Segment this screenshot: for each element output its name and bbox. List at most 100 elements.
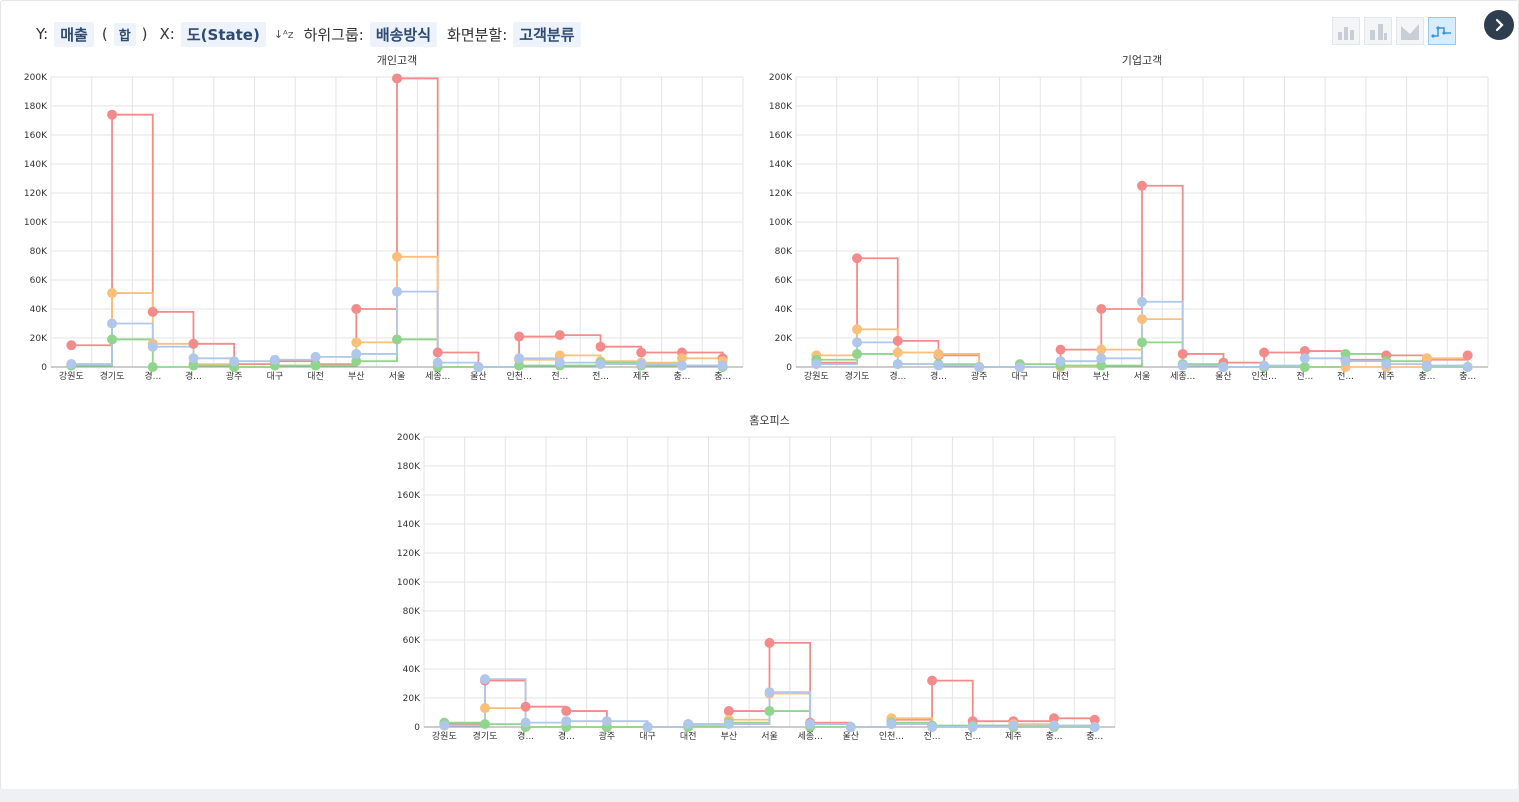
data-point[interactable]: [723, 706, 734, 717]
data-point[interactable]: [1096, 360, 1107, 371]
data-point[interactable]: [1049, 713, 1060, 724]
data-point[interactable]: [432, 357, 443, 368]
data-point[interactable]: [1089, 722, 1100, 732]
step-line-icon[interactable]: [1428, 17, 1456, 45]
data-point[interactable]: [852, 348, 863, 359]
data-point[interactable]: [1259, 347, 1270, 358]
data-point[interactable]: [479, 703, 490, 714]
data-point[interactable]: [107, 318, 118, 329]
data-point[interactable]: [636, 359, 647, 370]
stacked-bar-icon[interactable]: [1364, 17, 1392, 45]
data-point[interactable]: [147, 306, 158, 317]
data-point[interactable]: [479, 674, 490, 685]
data-point[interactable]: [764, 706, 775, 717]
data-point[interactable]: [683, 719, 694, 730]
data-point[interactable]: [1299, 346, 1310, 357]
data-point[interactable]: [520, 701, 531, 712]
data-point[interactable]: [392, 251, 402, 262]
data-point[interactable]: [351, 356, 362, 367]
data-point[interactable]: [676, 360, 687, 371]
data-point[interactable]: [310, 360, 321, 371]
data-point[interactable]: [595, 341, 606, 352]
data-point[interactable]: [514, 331, 525, 342]
data-point[interactable]: [473, 362, 484, 372]
data-point[interactable]: [147, 362, 158, 372]
data-point[interactable]: [723, 719, 734, 730]
data-point[interactable]: [852, 324, 863, 335]
data-point[interactable]: [927, 722, 938, 732]
data-point[interactable]: [1055, 356, 1066, 367]
area-chart-icon[interactable]: [1396, 17, 1424, 45]
data-point[interactable]: [107, 288, 118, 299]
data-point[interactable]: [351, 337, 362, 348]
data-point[interactable]: [1462, 350, 1473, 361]
data-point[interactable]: [392, 73, 402, 84]
data-point[interactable]: [1259, 360, 1270, 371]
data-point[interactable]: [1421, 360, 1432, 371]
data-point[interactable]: [188, 338, 199, 349]
data-point[interactable]: [1055, 344, 1066, 355]
data-point[interactable]: [1137, 314, 1147, 325]
data-point[interactable]: [1177, 348, 1188, 359]
data-point[interactable]: [676, 353, 687, 364]
data-point[interactable]: [107, 109, 118, 120]
data-point[interactable]: [601, 716, 612, 727]
data-point[interactable]: [642, 722, 653, 732]
data-point[interactable]: [561, 706, 572, 717]
data-point[interactable]: [717, 360, 728, 371]
data-point[interactable]: [66, 340, 77, 351]
data-point[interactable]: [764, 637, 775, 648]
data-point[interactable]: [1299, 353, 1310, 364]
data-point[interactable]: [892, 347, 903, 358]
data-point[interactable]: [1137, 337, 1147, 348]
data-point[interactable]: [351, 348, 362, 359]
data-point[interactable]: [520, 717, 531, 728]
data-point[interactable]: [974, 362, 985, 372]
data-point[interactable]: [229, 356, 240, 367]
data-point[interactable]: [1462, 362, 1473, 372]
data-point[interactable]: [107, 334, 118, 345]
split-selector[interactable]: 고객분류: [513, 21, 581, 47]
data-point[interactable]: [147, 341, 158, 352]
data-point[interactable]: [1008, 720, 1019, 731]
data-point[interactable]: [1381, 359, 1392, 370]
data-point[interactable]: [1096, 344, 1107, 355]
data-point[interactable]: [432, 347, 443, 358]
data-point[interactable]: [392, 334, 402, 345]
data-point[interactable]: [892, 359, 903, 370]
data-point[interactable]: [1137, 180, 1147, 191]
data-point[interactable]: [554, 357, 565, 368]
data-point[interactable]: [1177, 360, 1188, 371]
data-point[interactable]: [188, 360, 199, 371]
data-point[interactable]: [1014, 362, 1025, 372]
data-point[interactable]: [764, 687, 775, 698]
data-point[interactable]: [1096, 304, 1107, 314]
data-point[interactable]: [852, 253, 863, 264]
x-dimension-selector[interactable]: 도(State): [180, 21, 266, 47]
data-point[interactable]: [1421, 353, 1432, 364]
aggregation-selector[interactable]: 합: [113, 22, 136, 46]
sort-icon[interactable]: ↓ᴬz: [273, 27, 294, 41]
data-point[interactable]: [811, 359, 822, 370]
data-point[interactable]: [933, 360, 944, 371]
data-point[interactable]: [886, 719, 897, 730]
data-point[interactable]: [310, 351, 321, 362]
data-point[interactable]: [845, 722, 856, 732]
data-point[interactable]: [392, 286, 402, 297]
data-point[interactable]: [595, 359, 606, 370]
data-point[interactable]: [1340, 356, 1351, 367]
data-point[interactable]: [1089, 714, 1100, 725]
data-point[interactable]: [1340, 348, 1351, 359]
data-point[interactable]: [188, 353, 199, 364]
data-point[interactable]: [636, 347, 647, 358]
data-point[interactable]: [514, 353, 525, 364]
data-point[interactable]: [479, 719, 490, 730]
data-point[interactable]: [927, 675, 938, 686]
data-point[interactable]: [554, 350, 565, 361]
data-point[interactable]: [892, 335, 903, 346]
data-point[interactable]: [1096, 353, 1107, 364]
data-point[interactable]: [967, 722, 978, 732]
data-point[interactable]: [852, 337, 863, 348]
data-point[interactable]: [1218, 362, 1229, 372]
y-measure-selector[interactable]: 매출: [54, 21, 94, 47]
